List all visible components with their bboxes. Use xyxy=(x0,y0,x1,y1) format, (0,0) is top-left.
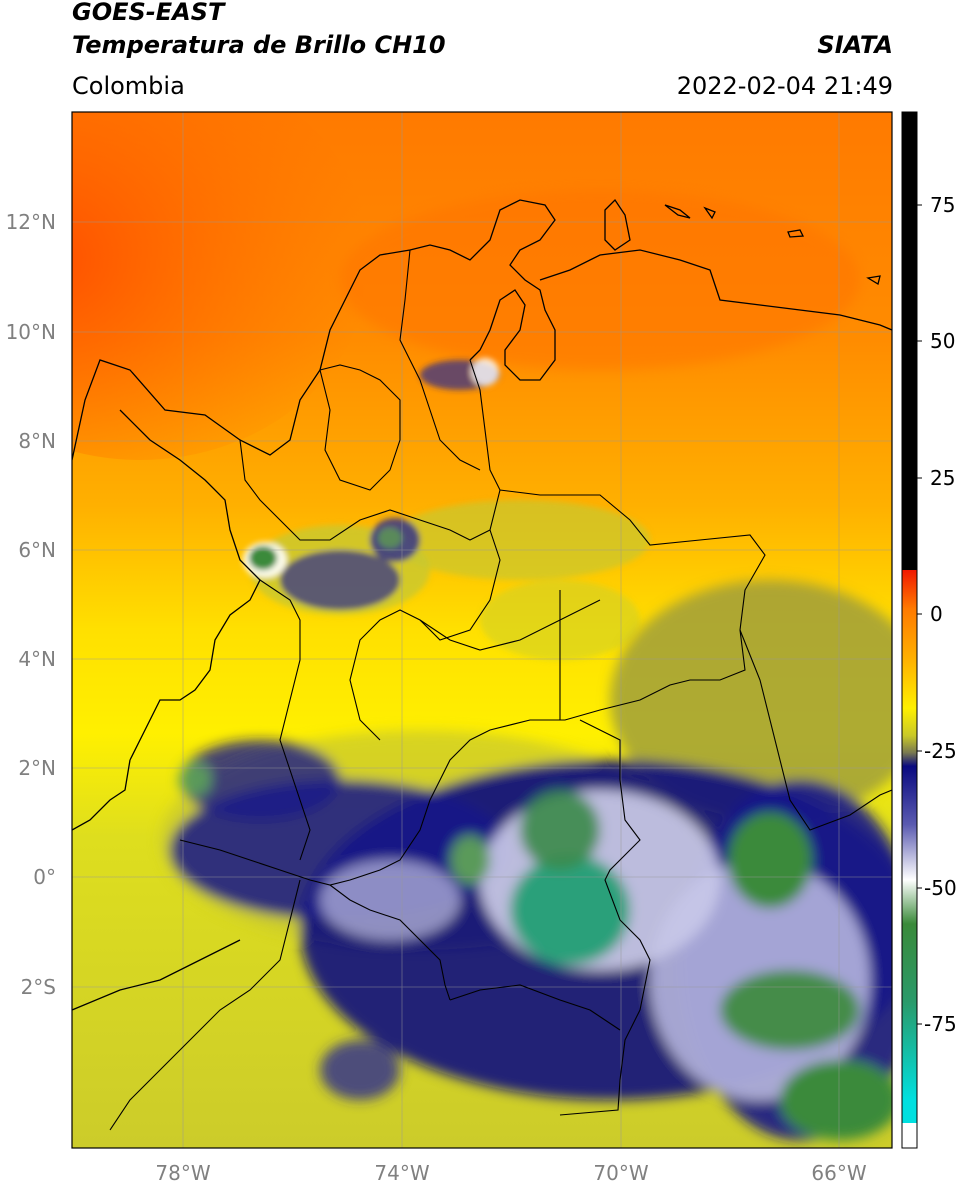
lat-label-6n: 6°N xyxy=(18,538,56,562)
lat-label-0: 0° xyxy=(33,865,56,889)
datetime-label: 2022-02-04 21:49 xyxy=(676,72,893,100)
lat-label-8n: 8°N xyxy=(18,429,56,453)
colorbar-black-segment xyxy=(902,112,917,570)
colorbar-tick-minus50: -50 xyxy=(924,876,957,900)
colorbar-tick-25: 25 xyxy=(930,466,955,490)
product-title: Temperatura de Brillo CH10 xyxy=(72,31,446,59)
lon-label-66w: 66°W xyxy=(811,1161,866,1185)
lat-label-2s: 2°S xyxy=(21,975,56,999)
lat-label-4n: 4°N xyxy=(18,647,56,671)
latitude-labels: 12°N 10°N 8°N 6°N 4°N 2°N 0° 2°S xyxy=(6,210,56,999)
lon-label-70w: 70°W xyxy=(593,1161,648,1185)
brightness-temperature-field xyxy=(72,112,892,1148)
colorbar-tick-75: 75 xyxy=(930,193,955,217)
admin-boundaries xyxy=(109,249,892,1131)
colorbar-white-segment xyxy=(902,1123,917,1148)
lat-label-10n: 10°N xyxy=(6,320,56,344)
lon-label-78w: 78°W xyxy=(155,1161,210,1185)
region-label: Colombia xyxy=(72,72,185,100)
colorbar-tick-minus75: -75 xyxy=(924,1012,957,1036)
map-frame xyxy=(71,111,893,1149)
lon-label-74w: 74°W xyxy=(374,1161,429,1185)
colorbar-tick-0: 0 xyxy=(930,602,943,626)
colorbar-gradient xyxy=(902,570,917,1123)
satellite-title: GOES-EAST xyxy=(72,0,225,26)
colorbar-tick-minus25: -25 xyxy=(924,739,957,763)
colorbar-frame xyxy=(901,111,918,1149)
lat-label-2n: 2°N xyxy=(18,756,56,780)
source-label: SIATA xyxy=(817,31,893,59)
graticule xyxy=(72,112,892,1148)
longitude-labels: 78°W 74°W 70°W 66°W xyxy=(155,1161,866,1185)
coastlines xyxy=(72,198,892,1011)
lat-label-12n: 12°N xyxy=(6,210,56,234)
colorbar-tick-50: 50 xyxy=(930,329,955,353)
colorbar: 75 50 25 0 -25 -50 -75 xyxy=(901,111,957,1149)
